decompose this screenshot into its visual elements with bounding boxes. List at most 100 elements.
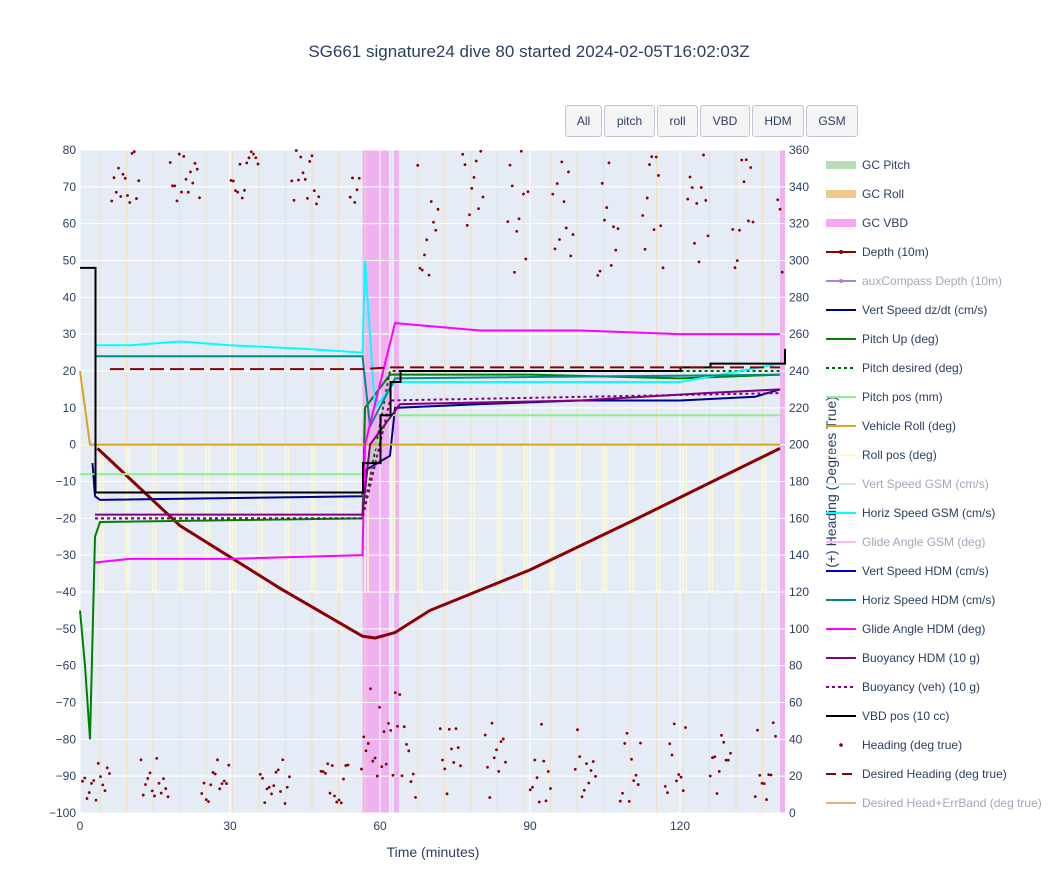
heading-point (688, 175, 692, 179)
legend-item[interactable]: Buoyancy (veh) (10 g) (826, 672, 1042, 701)
y2-tick-label: 320 (789, 217, 809, 231)
heading-point (315, 202, 318, 206)
heading-point (544, 799, 548, 803)
heading-point (324, 771, 327, 775)
heading-point (130, 151, 134, 155)
y-tick-label: 30 (63, 327, 77, 341)
heading-point (162, 777, 165, 781)
heading-point (690, 186, 694, 190)
heading-point (414, 795, 417, 799)
heading-point (652, 228, 656, 232)
heading-point (735, 259, 739, 263)
heading-point (582, 788, 586, 792)
heading-point (103, 789, 107, 793)
heading-point (249, 150, 253, 154)
heading-point (747, 219, 750, 223)
legend-item[interactable]: GC Roll (826, 179, 1042, 208)
heading-point (524, 257, 528, 261)
heading-point (380, 765, 384, 769)
legend-symbol (826, 189, 856, 198)
heading-point (607, 161, 611, 165)
heading-point (519, 149, 523, 153)
heading-point (99, 775, 102, 779)
legend-item[interactable]: Pitch pos (mm) (826, 382, 1042, 411)
heading-point (693, 241, 696, 245)
legend-item[interactable]: Buoyancy HDM (10 g) (826, 643, 1042, 672)
heading-point (648, 163, 651, 166)
legend-item[interactable]: Desired Head+ErrBand (deg true) (826, 788, 1042, 817)
heading-point (344, 764, 348, 767)
legend-symbol (826, 337, 856, 340)
legend-item[interactable]: Horiz Speed GSM (cm/s) (826, 498, 1042, 527)
heading-point (155, 757, 159, 760)
legend-item[interactable]: Desired Heading (deg true) (826, 759, 1042, 788)
legend-item[interactable]: Vehicle Roll (deg) (826, 411, 1042, 440)
legend-item[interactable]: Vert Speed dz/dt (cm/s) (826, 295, 1042, 324)
heading-point (596, 273, 600, 277)
legend-item[interactable]: Vert Speed GSM (cm/s) (826, 469, 1042, 498)
legend-item[interactable]: Roll pos (deg) (826, 440, 1042, 469)
y-tick-label: 80 (63, 143, 77, 157)
legend-item[interactable]: Pitch Up (deg) (826, 324, 1042, 353)
y2-tick-label: 0 (789, 806, 796, 820)
heading-point (427, 273, 431, 277)
heading-point (697, 260, 701, 264)
gsm-button[interactable]: GSM (806, 105, 858, 137)
legend-item[interactable]: Horiz Speed HDM (cm/s) (826, 585, 1042, 614)
pitch-button[interactable]: pitch (604, 105, 655, 137)
heading-point (418, 266, 422, 270)
heading-point (213, 772, 217, 776)
roll-button[interactable]: roll (657, 105, 698, 137)
heading-point (598, 269, 602, 273)
plot-area[interactable]: 80706050403020100−10−20−30−40−50−60−70−8… (49, 143, 809, 833)
legend-item[interactable]: auxCompass Depth (10m) (826, 266, 1042, 295)
legend-label: Glide Angle GSM (deg) (862, 534, 986, 549)
heading-point (643, 247, 647, 251)
legend-item[interactable]: Heading (deg true) (826, 730, 1042, 759)
heading-point (686, 197, 690, 201)
heading-point (576, 728, 579, 732)
heading-point (522, 192, 525, 196)
legend-item[interactable]: Vert Speed HDM (cm/s) (826, 556, 1042, 585)
legend-item[interactable]: Glide Angle HDM (deg) (826, 614, 1042, 643)
legend-item[interactable]: GC VBD (826, 208, 1042, 237)
heading-point (603, 218, 606, 222)
heading-point (227, 763, 231, 767)
legend-item[interactable]: Pitch desired (deg) (826, 353, 1042, 382)
heading-point (650, 155, 654, 159)
y-tick-label: 60 (63, 217, 77, 231)
heading-point (360, 767, 363, 771)
heading-point (492, 756, 496, 760)
heading-point (447, 727, 451, 731)
heading-point (474, 159, 478, 163)
all-button[interactable]: All (565, 105, 602, 137)
legend-symbol (826, 424, 856, 427)
legend-item[interactable]: Glide Angle GSM (deg) (826, 527, 1042, 556)
heading-point (238, 162, 242, 166)
heading-point (306, 196, 309, 200)
heading-point (567, 170, 570, 174)
heading-point (481, 195, 485, 199)
heading-point (654, 155, 658, 159)
legend-item[interactable]: Depth (10m) (826, 237, 1042, 266)
heading-point (564, 226, 568, 230)
legend-item[interactable]: GC Pitch (826, 150, 1042, 179)
heading-point (384, 762, 388, 766)
heading-point (148, 771, 152, 775)
y-tick-label: −60 (56, 659, 77, 673)
hdm-button[interactable]: HDM (752, 105, 804, 137)
vbd-button[interactable]: VBD (700, 105, 750, 137)
y-tick-label: −90 (56, 769, 77, 783)
heading-point (675, 779, 678, 783)
heading-point (508, 163, 512, 167)
heading-point (713, 755, 717, 759)
heading-point (533, 758, 537, 762)
heading-point (256, 162, 260, 166)
y2-tick-label: 40 (789, 732, 803, 746)
heading-point (549, 787, 552, 790)
legend-item[interactable]: VBD pos (10 cc) (826, 701, 1042, 730)
legend-label: GC VBD (862, 215, 909, 230)
heading-point (769, 773, 773, 777)
heading-point (141, 793, 145, 797)
